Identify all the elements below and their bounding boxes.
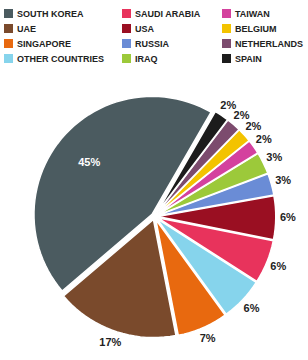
html-text:BELGIUM: BELGIUM (235, 23, 277, 34)
html-text:NETHERLANDS: NETHERLANDS (235, 38, 303, 49)
html-text:IRAQ: IRAQ (135, 53, 158, 64)
html-text:SPAIN: SPAIN (235, 53, 262, 64)
svg-text:6%: 6% (270, 260, 286, 272)
svg-text:2%: 2% (245, 120, 261, 132)
svg-text:45%: 45% (78, 156, 100, 168)
html-text:OTHER COUNTRIES: OTHER COUNTRIES (17, 53, 104, 64)
html-text:RUSSIA: RUSSIA (135, 38, 169, 49)
svg-text:3%: 3% (266, 151, 282, 163)
svg-text:6%: 6% (280, 211, 296, 223)
svg-text:17%: 17% (99, 336, 121, 348)
svg-text:3%: 3% (275, 174, 291, 186)
html-text:USA: USA (135, 23, 154, 34)
svg-text:6%: 6% (244, 302, 260, 314)
svg-text:7%: 7% (200, 332, 216, 344)
html-text:SINGAPORE: SINGAPORE (17, 38, 71, 49)
svg-text:2%: 2% (256, 133, 272, 145)
html-text:SOUTH KOREA: SOUTH KOREA (17, 8, 84, 19)
html-text:TAIWAN: TAIWAN (235, 8, 270, 19)
svg-text:2%: 2% (233, 108, 250, 121)
html-text:UAE: UAE (17, 23, 36, 34)
html-text:SAUDI ARABIA: SAUDI ARABIA (135, 8, 201, 19)
svg-text:2%: 2% (220, 99, 236, 111)
